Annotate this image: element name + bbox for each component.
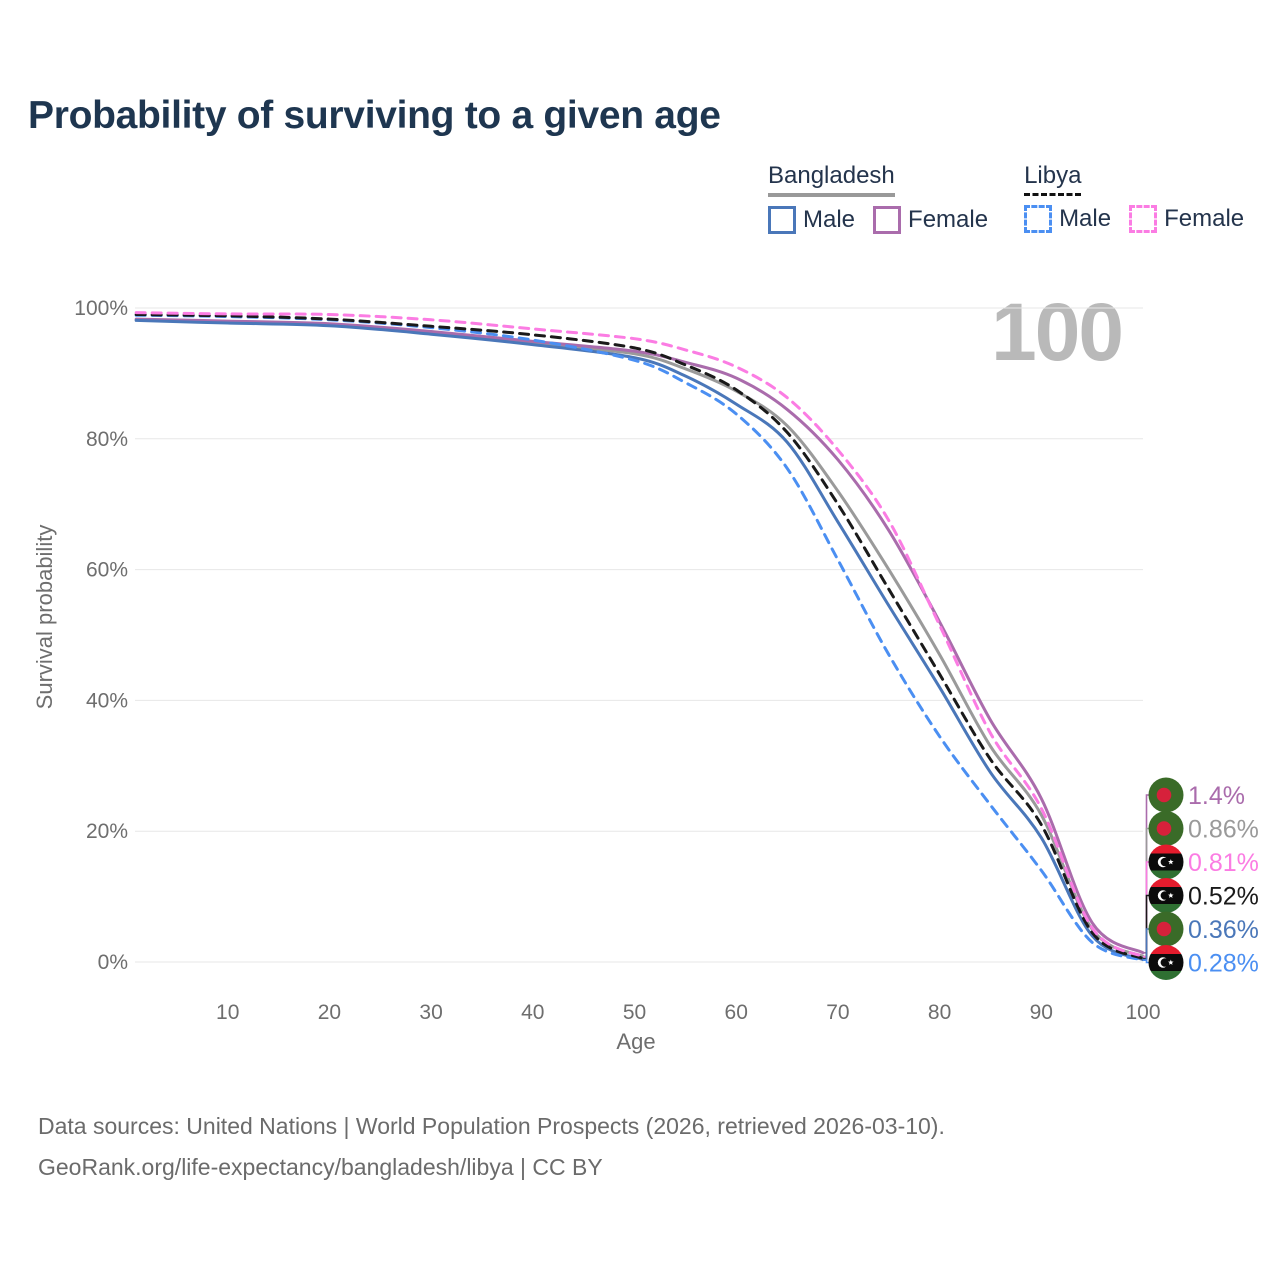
legend-item-label: Male [803,206,856,233]
y-tick-label: 20% [86,820,128,843]
legend-group-libya: Libya Male Female [1024,162,1244,234]
legend-swatch-libya-female-icon [1129,205,1158,233]
age-watermark: 100 [991,287,1124,378]
legend-item-bangladesh-female[interactable]: Female [873,206,988,234]
legend-item-label: Female [1164,205,1245,232]
x-tick-label: 90 [1030,1001,1053,1024]
bangladesh-flag-icon [1148,911,1184,947]
legend-country-bangladesh[interactable]: Bangladesh [768,162,895,197]
chart-grid: 0% 20% 40% 60% 80% 100% 10 20 30 40 50 60 70 80 90 100 [74,297,1160,1024]
bangladesh-flag-icon [1148,777,1184,813]
x-tick-label: 80 [928,1001,951,1024]
page-title: Probability of surviving to a given age [28,94,721,137]
y-tick-label: 0% [98,951,128,974]
source-note: Data sources: United Nations | World Pop… [38,1106,945,1188]
x-axis-title: Age [616,1029,655,1054]
end-label-value: 0.28% [1188,950,1259,978]
y-tick-label: 60% [86,559,128,582]
legend-item-bangladesh-male[interactable]: Male [768,206,855,234]
end-label-value: 0.86% [1188,816,1259,844]
legend-group-bangladesh: Bangladesh Male Female [768,162,988,234]
curve-libya-male[interactable] [134,313,1145,962]
libya-flag-icon [1148,945,1184,980]
chart-legend: Bangladesh Male Female Libya Male [768,162,1244,234]
curve-libya-both-sexes[interactable] [134,313,1145,961]
legend-swatch-libya-male-icon [1024,205,1053,233]
curve-bangladesh-female[interactable] [134,317,1145,955]
libya-flag-icon [1148,844,1184,880]
x-tick-label: 20 [318,1001,341,1024]
x-tick-label: 30 [419,1001,442,1024]
legend-item-label: Male [1059,205,1112,232]
x-tick-label: 40 [521,1001,544,1024]
y-tick-label: 100% [74,297,128,320]
end-label-value: 0.81% [1188,849,1259,877]
end-label-value: 0.36% [1188,916,1259,944]
x-tick-label: 70 [826,1001,849,1024]
legend-item-libya-female[interactable]: Female [1129,205,1244,233]
chart-end-labels: 1.4% 0.86% 0.81% 0.52% 0.36% 0.28% [1143,777,1259,980]
legend-swatch-bangladesh-male-icon [768,206,796,234]
curve-bangladesh-both-sexes[interactable] [134,318,1145,958]
legend-item-libya-male[interactable]: Male [1024,205,1111,233]
chart-curves [134,311,1145,962]
x-tick-label: 100 [1125,1001,1160,1024]
source-line-2: GeoRank.org/life-expectancy/bangladesh/l… [38,1154,603,1180]
x-tick-label: 10 [216,1001,239,1024]
legend-item-label: Female [908,206,989,233]
y-axis-title: Survival probability [32,525,57,710]
end-label-value: 1.4% [1188,782,1245,810]
source-line-1: Data sources: United Nations | World Pop… [38,1113,945,1139]
end-label-value: 0.52% [1188,883,1259,911]
legend-country-libya[interactable]: Libya [1024,162,1082,196]
curve-bangladesh-male[interactable] [134,318,1145,962]
x-tick-label: 60 [725,1001,748,1024]
libya-flag-icon [1148,878,1184,913]
curve-libya-female[interactable] [134,311,1145,959]
x-tick-label: 50 [623,1001,646,1024]
y-tick-label: 40% [86,689,128,712]
legend-swatch-bangladesh-female-icon [873,206,902,234]
y-tick-label: 80% [86,428,128,451]
bangladesh-flag-icon [1148,811,1184,846]
